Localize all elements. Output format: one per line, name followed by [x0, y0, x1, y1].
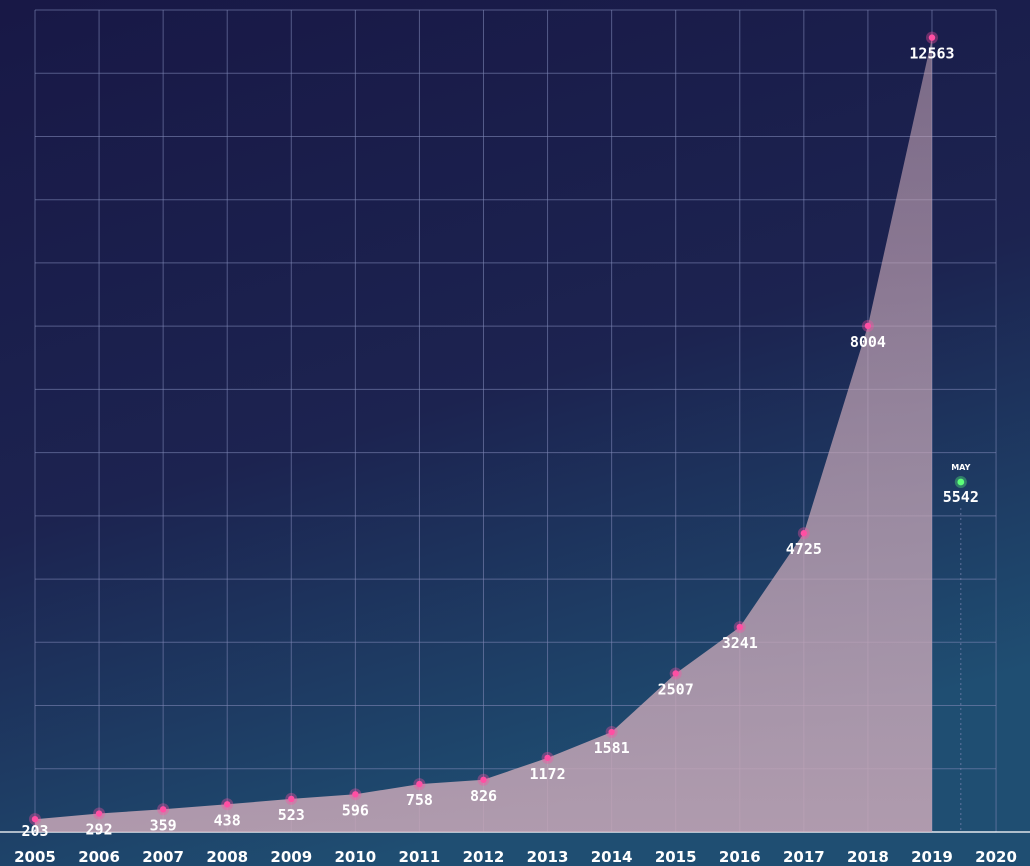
- data-label: 12563: [909, 45, 954, 63]
- annotation-note: MAY: [951, 463, 970, 472]
- data-label: 523: [278, 806, 305, 824]
- x-tick-label: 2016: [719, 848, 761, 866]
- data-label: 292: [86, 821, 113, 839]
- x-tick-label: 2005: [14, 848, 56, 866]
- x-tick-label: 2010: [334, 848, 376, 866]
- x-tick-label: 2008: [206, 848, 248, 866]
- x-tick-label: 2014: [591, 848, 633, 866]
- x-tick-label: 2007: [142, 848, 184, 866]
- data-label: 359: [150, 816, 177, 834]
- data-label: 203: [21, 822, 48, 840]
- data-point: [544, 754, 551, 762]
- data-point: [95, 810, 103, 817]
- data-label: 8004: [850, 333, 886, 351]
- x-axis-ticks: 2005 2006 2007 2008 2009 2010 2011 2012 2013 2014…: [14, 848, 1017, 866]
- data-label-layer: 203 292 359 438 523 596 758 826 1172 1581 2507 3241…: [21, 45, 954, 840]
- area-fill: [35, 37, 932, 833]
- data-point: [800, 530, 808, 537]
- data-point: [864, 322, 872, 330]
- x-tick-label: 2012: [463, 848, 505, 866]
- annotation-point: [957, 478, 965, 486]
- area-layer: [35, 37, 932, 833]
- data-label: 4725: [786, 540, 822, 558]
- data-label: 438: [214, 811, 241, 829]
- data-point: [224, 801, 231, 808]
- data-point: [672, 670, 679, 677]
- data-label: 826: [470, 787, 497, 805]
- data-point: [159, 806, 167, 813]
- x-tick-label: 2018: [847, 848, 889, 866]
- x-tick-label: 2006: [78, 848, 120, 866]
- data-point: [480, 776, 487, 783]
- data-point: [416, 780, 423, 788]
- data-point: [928, 34, 936, 41]
- data-label: 596: [342, 801, 369, 819]
- x-tick-label: 2020: [975, 848, 1017, 866]
- data-label: 758: [406, 791, 433, 809]
- x-tick-label: 2009: [270, 848, 312, 866]
- marker-layer: [29, 31, 938, 826]
- data-point: [288, 795, 295, 803]
- x-tick-label: 2017: [783, 848, 825, 866]
- x-tick-label: 2015: [655, 848, 697, 866]
- annotation-label: 5542: [943, 488, 979, 506]
- data-point: [352, 791, 359, 798]
- data-point: [736, 623, 743, 631]
- data-label: 1581: [594, 739, 630, 757]
- x-tick-label: 2011: [399, 848, 441, 866]
- data-point: [608, 728, 615, 736]
- annotation: MAY 5542: [943, 463, 979, 832]
- data-label: 1172: [529, 765, 565, 783]
- data-point: [31, 815, 39, 823]
- x-tick-label: 2019: [911, 848, 953, 866]
- data-label: 3241: [722, 634, 758, 652]
- x-tick-label: 2013: [527, 848, 569, 866]
- data-label: 2507: [658, 680, 694, 698]
